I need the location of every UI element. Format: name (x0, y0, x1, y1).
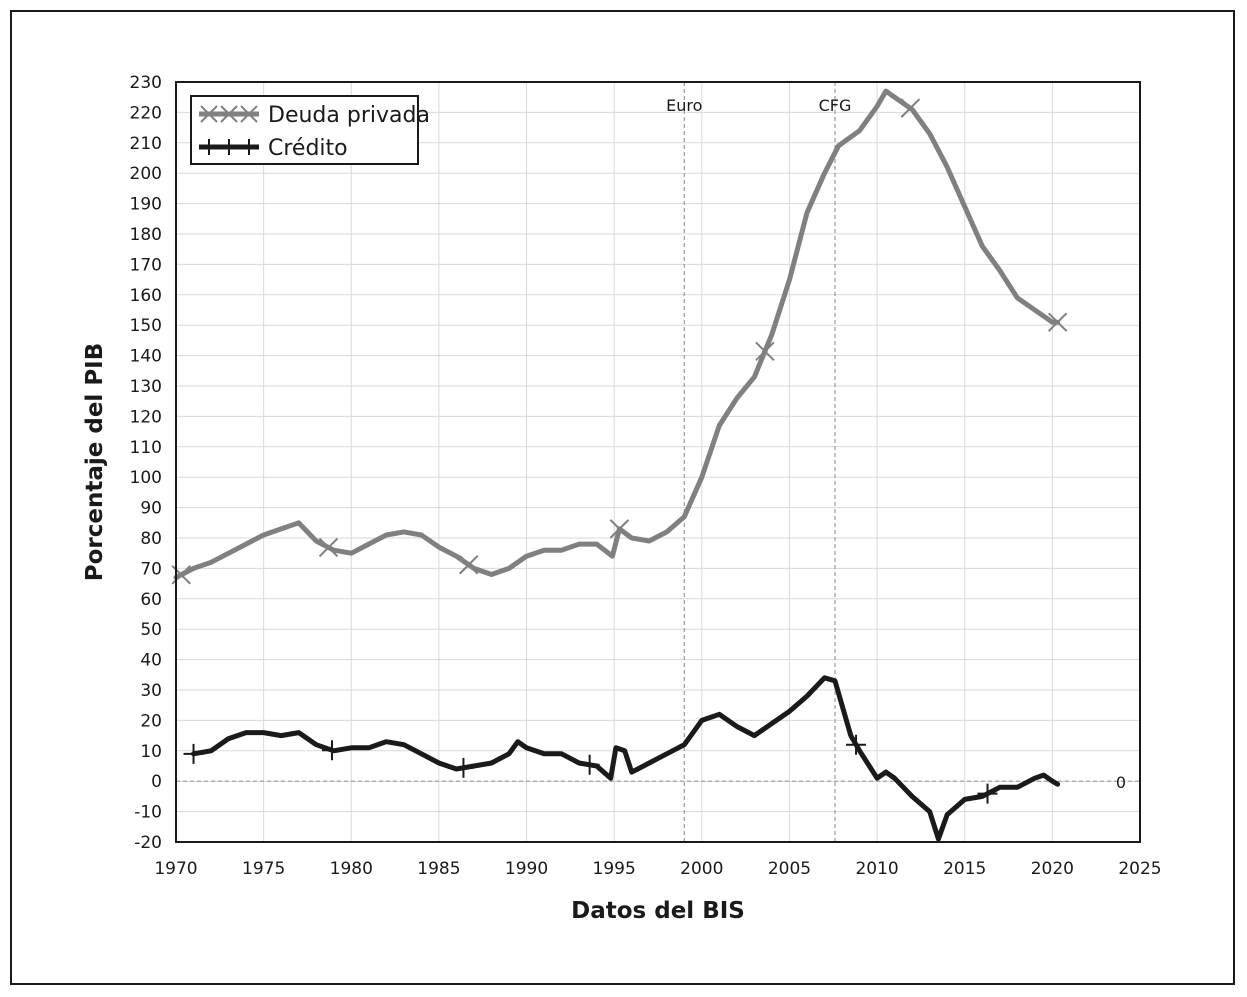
y-tick-label: 210 (130, 134, 162, 154)
data-point-marker (609, 519, 630, 539)
legend-marker (200, 105, 218, 123)
data-point-marker (183, 743, 204, 764)
y-axis-title: Porcentaje del PIB (82, 343, 108, 582)
x-tick-label: 1995 (593, 859, 636, 879)
x-tick-label: 1990 (505, 859, 548, 879)
x-tick-label: 2010 (855, 859, 898, 879)
x-axis-title: Datos del BIS (571, 898, 745, 924)
data-point-marker (900, 98, 921, 118)
y-tick-label: 160 (130, 286, 162, 306)
y-tick-label: 100 (130, 468, 162, 488)
series-line (191, 675, 1061, 842)
y-tick-label: 30 (140, 681, 162, 701)
y-tick-label: 220 (130, 103, 162, 123)
data-point-marker (318, 537, 339, 558)
y-tick-label: 40 (140, 651, 162, 671)
annotation-label: 0 (1116, 773, 1126, 792)
x-tick-label: 1970 (154, 859, 197, 879)
x-tick-label: 1985 (417, 859, 460, 879)
plot-area-border (175, 81, 1141, 843)
y-tick-labels: -20 -10 0 10 20 30 40 50 60 70 80 90 100 110 120 130 140… (130, 73, 162, 853)
y-tick-label: 80 (140, 529, 162, 549)
y-tick-label: -10 (134, 803, 162, 823)
y-tick-label: 10 (140, 742, 162, 762)
grid-lines (175, 81, 1141, 843)
x-tick-label: 2005 (768, 859, 811, 879)
series-group (171, 88, 1068, 842)
y-tick-label: 230 (130, 73, 162, 93)
x-tick-label: 2025 (1118, 859, 1161, 879)
x-tick-label: 1980 (330, 859, 373, 879)
x-tick-label: 1975 (242, 859, 285, 879)
y-tick-label: 190 (130, 195, 162, 215)
legend-entries: Deuda privada Crédito (199, 103, 430, 161)
y-tick-label: 60 (140, 590, 162, 610)
x-tick-label: 2015 (943, 859, 986, 879)
series-credito (183, 675, 1061, 842)
y-tick-label: 140 (130, 347, 162, 367)
y-tick-label: 0 (151, 772, 162, 792)
data-point-marker (846, 734, 867, 755)
annotation-label: CFG (819, 96, 852, 115)
data-point-marker (755, 341, 775, 362)
legend: Deuda privada Crédito (190, 95, 430, 165)
legend-marker (220, 105, 238, 123)
x-tick-labels: 1970 1975 1980 1985 1990 1995 2000 2005 2010 2015… (154, 859, 1161, 879)
series-deuda-privada (171, 88, 1068, 585)
data-point-marker (458, 555, 479, 575)
data-point-marker (579, 754, 600, 775)
y-tick-label: -20 (134, 833, 162, 853)
x-tick-label: 2020 (1031, 859, 1074, 879)
y-tick-label: 150 (130, 316, 162, 336)
y-tick-label: 170 (130, 255, 162, 275)
data-point-marker (453, 757, 474, 778)
data-point-marker (321, 740, 342, 761)
y-tick-label: 110 (130, 438, 162, 458)
x-tick-label: 2000 (680, 859, 723, 879)
data-point-marker (977, 783, 998, 804)
legend-label: Crédito (268, 136, 348, 161)
y-tick-label: 70 (140, 559, 162, 579)
chart-frame (10, 10, 1235, 985)
y-tick-label: 90 (140, 499, 162, 519)
y-tick-label: 180 (130, 225, 162, 245)
legend-label: Deuda privada (268, 103, 430, 128)
y-tick-label: 200 (130, 164, 162, 184)
y-tick-label: 50 (140, 620, 162, 640)
annotation-label: Euro (666, 96, 702, 115)
data-point-marker (1047, 312, 1068, 332)
y-tick-label: 20 (140, 711, 162, 731)
annotations: Euro CFG 0 (176, 82, 1140, 842)
legend-marker (240, 105, 258, 123)
y-tick-label: 120 (130, 407, 162, 427)
y-tick-label: 130 (130, 377, 162, 397)
